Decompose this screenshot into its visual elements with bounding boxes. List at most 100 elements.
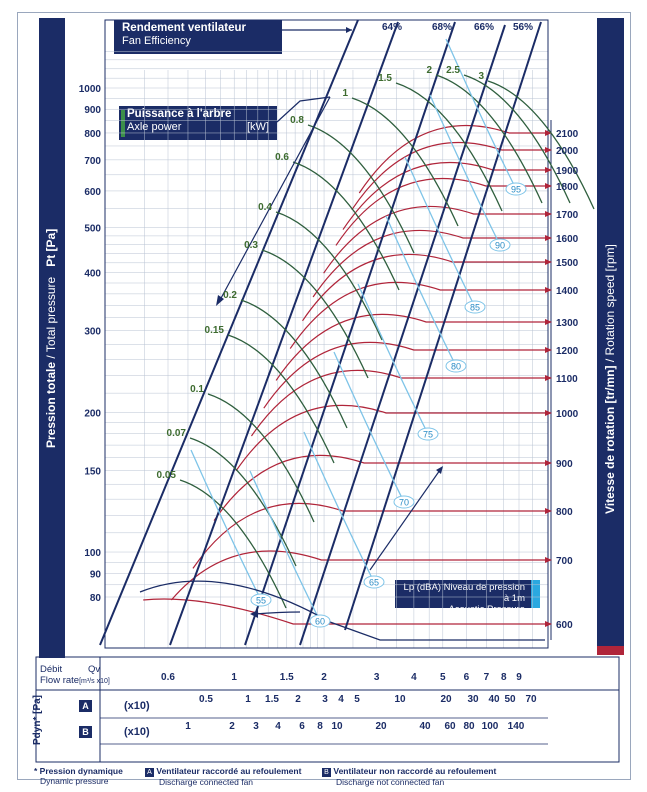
efficiency-label: 56%	[513, 22, 533, 33]
power-label: 0.15	[205, 325, 225, 336]
power-label: 1.5	[378, 73, 392, 84]
flow-tick-label: 3	[374, 672, 380, 683]
flow-tick-label: 1	[231, 672, 237, 683]
pdyn-a-tick-label: 3	[322, 694, 328, 705]
noise-badge	[309, 614, 331, 628]
flow-tick-label: 2	[321, 672, 327, 683]
y-tick-label: 150	[84, 466, 101, 477]
power-curve	[292, 161, 400, 291]
power-leader	[276, 96, 331, 123]
power-label: 1	[342, 88, 348, 99]
noise-curve	[404, 156, 476, 308]
footnote-a-badge: A	[145, 768, 154, 777]
efficiency-label: 64%	[382, 22, 402, 33]
pdyn-b-tick-label: 20	[375, 721, 387, 732]
flow-label: Débit Qv	[40, 664, 101, 675]
curve-layer	[99, 19, 595, 646]
speed-curve	[170, 550, 545, 601]
speed-curve	[312, 229, 545, 298]
rpm-label: 1900	[556, 166, 579, 177]
power-arrow-head	[216, 295, 224, 306]
efficiency-legend-title: Rendement ventilateur	[122, 22, 246, 34]
noise-label: 90	[495, 241, 505, 251]
y-tick-label: 1000	[79, 84, 102, 95]
flow-sublabel: Flow rate[m³/s x10]	[40, 675, 110, 686]
y-tick-label: 500	[84, 224, 101, 235]
flow-row-label: Débit Qv Flow rate[m³/s x10]	[40, 664, 110, 687]
efficiency-label: 68%	[432, 22, 452, 33]
flow-tick-label: 8	[501, 672, 507, 683]
rpm-arrowhead	[545, 183, 552, 189]
power-curve	[179, 479, 287, 609]
pdyn-badge-b: B	[79, 726, 92, 738]
efficiency-pointer-head	[346, 27, 352, 33]
y-tick-label: 600	[84, 187, 101, 198]
power-arrow	[219, 96, 331, 301]
pdyn-multiplier-b: (x10)	[124, 726, 150, 738]
y-tick-label: 80	[90, 593, 102, 604]
efficiency-line	[169, 21, 399, 646]
noise-badge	[489, 238, 511, 252]
pdyn-a-tick-label: 1	[245, 694, 251, 705]
grid-lines	[35, 19, 620, 763]
rpm-label: 1400	[556, 286, 579, 297]
rpm-arrowhead	[545, 508, 552, 514]
noise-arrow	[254, 611, 301, 615]
noise-label: 55	[256, 596, 266, 606]
acoustic-arrow	[369, 469, 441, 571]
acoustic-legend-accent	[531, 580, 540, 608]
rpm-arrowhead	[545, 410, 552, 416]
noise-curve	[385, 215, 457, 367]
power-label: 0.07	[167, 428, 187, 439]
table-border	[35, 656, 620, 763]
noise-badge	[363, 575, 385, 589]
speed-curve	[275, 313, 545, 381]
power-label: 0.1	[190, 384, 204, 395]
noise-badge	[417, 427, 439, 441]
footnote-star-sub: Dynamic pressure	[40, 776, 109, 786]
rpm-label: 1300	[556, 318, 579, 329]
chart-frame	[17, 12, 631, 780]
flow-tick-label: 6	[464, 672, 470, 683]
speed-curve	[351, 142, 545, 211]
power-curve	[275, 211, 383, 341]
noise-badge	[445, 359, 467, 373]
efficiency-legend-subtitle: Fan Efficiency	[122, 35, 191, 47]
rpm-label: 2100	[556, 129, 579, 140]
pdyn-b-tick-label: 4	[275, 721, 281, 732]
noise-label: 60	[315, 617, 325, 627]
pdyn-b-tick-label: 80	[463, 721, 475, 732]
rpm-arrowhead	[545, 319, 552, 325]
efficiency-label: 66%	[474, 22, 494, 33]
pdyn-a-tick-label: 70	[525, 694, 537, 705]
speed-curve	[250, 369, 545, 437]
noise-badge	[464, 300, 486, 314]
flow-unit2: [m³/s x10]	[79, 678, 110, 685]
noise-label: 70	[399, 498, 409, 508]
rpm-label: 700	[556, 556, 573, 567]
pdyn-multiplier-a: (x10)	[124, 700, 150, 712]
noise-label: 75	[423, 430, 433, 440]
y-tick-label: 300	[84, 327, 101, 338]
pdyn-b-tick-label: 1	[185, 721, 191, 732]
power-curve	[261, 249, 369, 379]
envelope-curve	[139, 580, 545, 641]
power-label: 0.8	[290, 115, 304, 126]
power-label: 0.4	[258, 202, 272, 213]
power-curve	[487, 80, 595, 210]
pdyn-a-tick-label: 20	[440, 694, 452, 705]
power-curve	[463, 74, 571, 204]
pdyn-a-tick-label: 0.5	[199, 694, 213, 705]
power-legend-accent	[121, 110, 125, 137]
label-layer: 1000900800700600500400300200150100908021…	[79, 22, 579, 732]
power-curve	[435, 74, 543, 204]
flow-unit: Qv	[88, 664, 101, 675]
y-tick-label: 700	[84, 156, 101, 167]
pdyn-a-tick-label: 2	[295, 694, 301, 705]
power-curve	[307, 124, 415, 254]
y-tick-label: 100	[84, 548, 101, 559]
rpm-arrowhead	[545, 167, 552, 173]
noise-badge	[393, 495, 415, 509]
left-axis-bar: Pression totale / Total pressure Pt [Pa]	[39, 18, 65, 658]
